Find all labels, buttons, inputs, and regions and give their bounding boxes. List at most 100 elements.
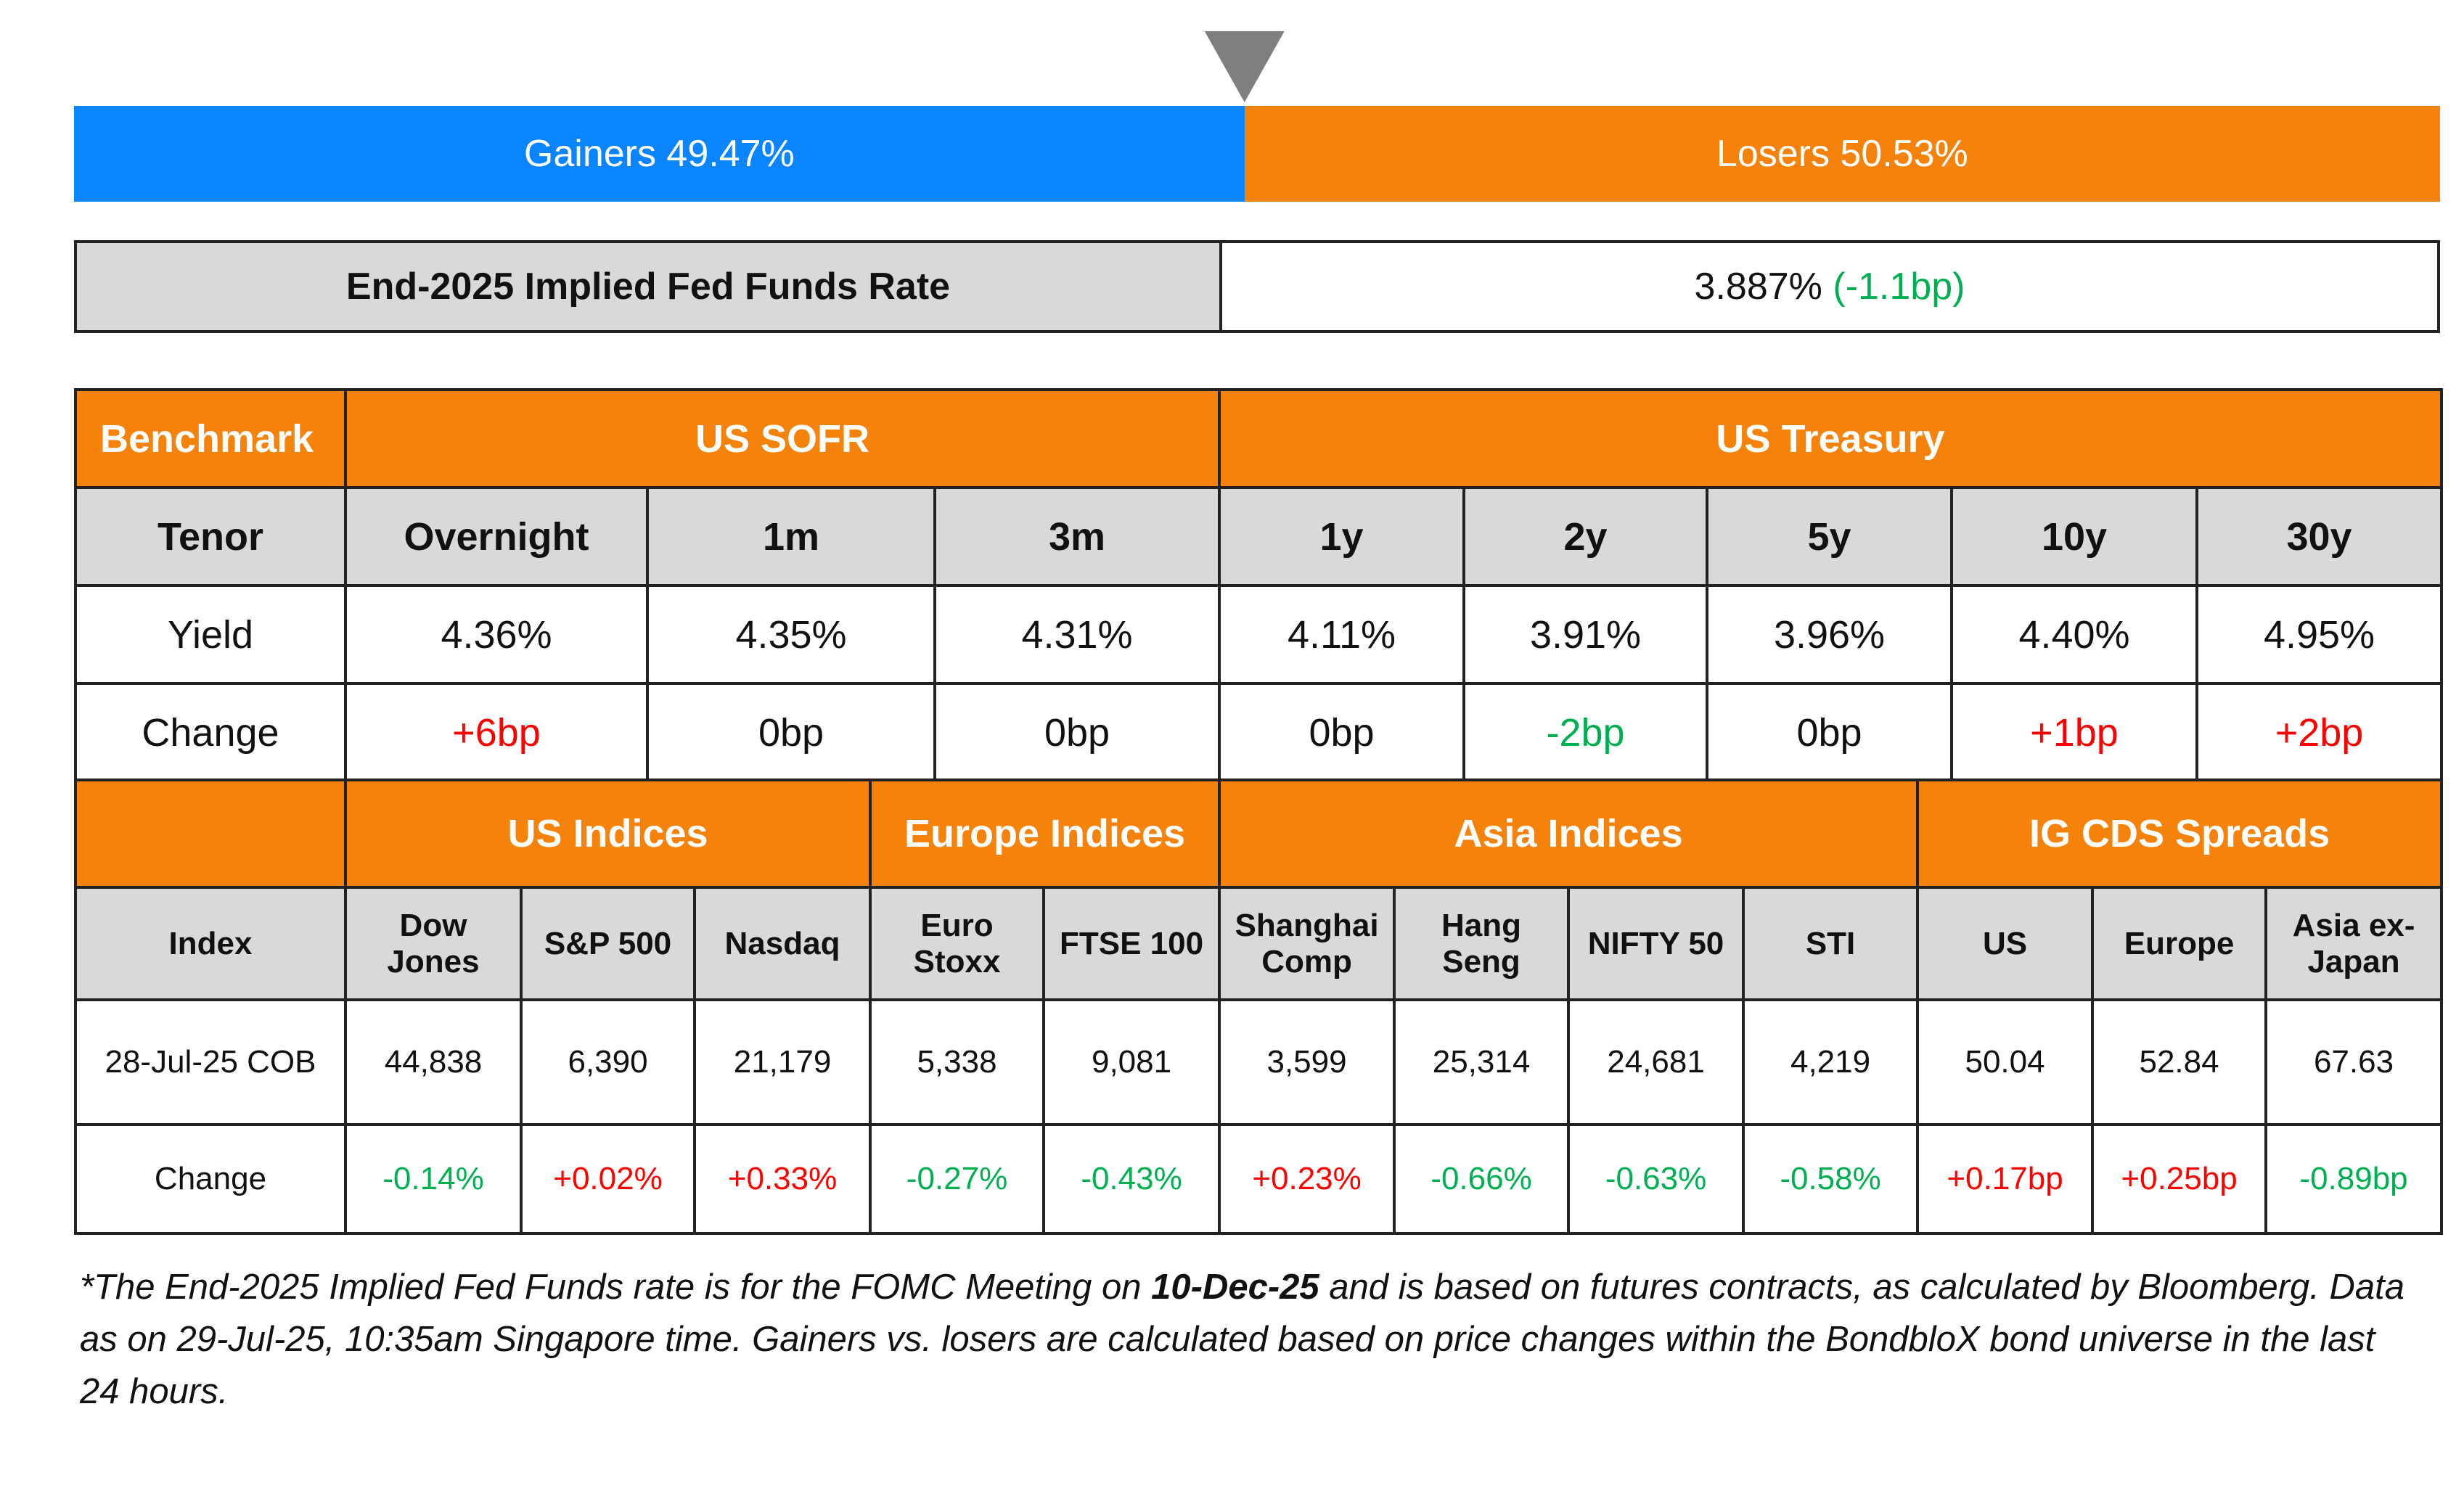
- table-cell: US SOFR: [344, 388, 1221, 489]
- table-cell: -2bp: [1462, 682, 1708, 783]
- table-cell: 52.84: [2091, 998, 2268, 1126]
- table-row: 28-Jul-25 COB 44,838 6,390 21,179 5,338 9,081…: [74, 998, 2444, 1126]
- table-cell: 44,838: [344, 998, 523, 1126]
- table-cell: 3.96%: [1706, 584, 1953, 685]
- table-cell: 1y: [1218, 486, 1465, 587]
- table-cell: 0bp: [1218, 682, 1465, 783]
- table-cell: +2bp: [2195, 682, 2444, 783]
- table-cell: FTSE 100: [1042, 886, 1221, 1001]
- table-cell: -0.14%: [344, 1123, 523, 1235]
- table-cell: 30y: [2195, 486, 2444, 587]
- footnote: *The End-2025 Implied Fed Funds rate is …: [80, 1261, 2417, 1418]
- fed-funds-label: End-2025 Implied Fed Funds Rate: [77, 243, 1222, 330]
- table-cell: 4.36%: [344, 584, 649, 685]
- table-cell: Asia ex- Japan: [2264, 886, 2444, 1001]
- table-cell: 3,599: [1218, 998, 1396, 1126]
- table-cell: IG CDS Spreads: [1916, 779, 2444, 889]
- gainers-bar: Gainers 49.47%: [74, 106, 1245, 202]
- table-cell: 0bp: [933, 682, 1221, 783]
- footnote-date: 10-Dec-25: [1151, 1268, 1319, 1307]
- table-cell: Europe: [2091, 886, 2268, 1001]
- table-cell: Change: [74, 1123, 347, 1235]
- table-cell: 24,681: [1567, 998, 1745, 1126]
- table-cell: Europe Indices: [869, 779, 1221, 889]
- table-cell: Nasdaq: [692, 886, 872, 1001]
- indices-table: US Indices Europe Indices Asia Indices IG C…: [74, 779, 2444, 1235]
- table-cell: 5,338: [869, 998, 1046, 1126]
- table-cell: [74, 779, 347, 889]
- fed-funds-rate: 3.887%: [1694, 266, 1822, 308]
- table-cell: Index: [74, 886, 347, 1001]
- table-cell: 1m: [646, 486, 936, 587]
- table-row: Yield 4.36% 4.35% 4.31% 4.11% 3.91% 3.96% 4.40%…: [74, 584, 2444, 685]
- table-cell: +0.25bp: [2091, 1123, 2268, 1235]
- table-cell: NIFTY 50: [1567, 886, 1745, 1001]
- table-cell: -0.66%: [1393, 1123, 1571, 1235]
- table-cell: -0.89bp: [2264, 1123, 2444, 1235]
- table-cell: +0.02%: [520, 1123, 696, 1235]
- table-cell: 4,219: [1742, 998, 1920, 1126]
- table-row: Index Dow Jones S&P 500 Nasdaq Euro Stoxx FTS…: [74, 886, 2444, 1001]
- table-cell: 9,081: [1042, 998, 1221, 1126]
- table-cell: 50.04: [1916, 998, 2095, 1126]
- table-row: Change +6bp 0bp 0bp 0bp -2bp 0bp +1bp +2bp: [74, 682, 2444, 783]
- table-cell: 3.91%: [1462, 584, 1708, 685]
- table-cell: 3m: [933, 486, 1221, 587]
- table-cell: US: [1916, 886, 2095, 1001]
- table-cell: 67.63: [2264, 998, 2444, 1126]
- table-cell: 21,179: [692, 998, 872, 1126]
- table-row: Change -0.14% +0.02% +0.33% -0.27% -0.43% +0.2…: [74, 1123, 2444, 1235]
- table-cell: -0.63%: [1567, 1123, 1745, 1235]
- table-row: Benchmark US SOFR US Treasury: [74, 388, 2444, 489]
- table-cell: 2y: [1462, 486, 1708, 587]
- fed-funds-value: 3.887% (-1.1bp): [1222, 243, 2437, 330]
- table-cell: US Treasury: [1217, 388, 2444, 489]
- table-cell: 4.95%: [2195, 584, 2444, 685]
- table-cell: +6bp: [344, 682, 649, 783]
- table-cell: Euro Stoxx: [869, 886, 1046, 1001]
- table-row: Tenor Overnight 1m 3m 1y 2y 5y 10y 30y: [74, 486, 2444, 587]
- table-cell: 0bp: [646, 682, 936, 783]
- footnote-text: *The End-2025 Implied Fed Funds rate is …: [80, 1268, 1152, 1307]
- table-cell: Asia Indices: [1218, 779, 1920, 889]
- table-cell: -0.58%: [1742, 1123, 1920, 1235]
- table-cell: Hang Seng: [1393, 886, 1571, 1001]
- table-cell: 10y: [1950, 486, 2198, 587]
- table-cell: -0.27%: [869, 1123, 1046, 1235]
- table-cell: 6,390: [520, 998, 696, 1126]
- table-cell: 25,314: [1393, 998, 1571, 1126]
- table-cell: 4.11%: [1218, 584, 1465, 685]
- table-cell: 4.40%: [1950, 584, 2198, 685]
- footnote-text: and is based on futures contracts, as ca…: [80, 1268, 2405, 1411]
- table-cell: Yield: [74, 584, 347, 685]
- table-cell: Change: [74, 682, 347, 783]
- losers-bar: Losers 50.53%: [1244, 106, 2440, 202]
- pointer-layer: [1204, 31, 1285, 102]
- table-cell: Dow Jones: [344, 886, 523, 1001]
- table-cell: STI: [1742, 886, 1920, 1001]
- table-cell: 4.35%: [646, 584, 936, 685]
- losers-label: Losers 50.53%: [1716, 133, 1968, 175]
- table-cell: +0.33%: [692, 1123, 872, 1235]
- table-cell: +1bp: [1950, 682, 2198, 783]
- fed-funds-row: End-2025 Implied Fed Funds Rate 3.887% (…: [74, 240, 2440, 333]
- table-cell: Benchmark: [74, 388, 347, 489]
- gainers-label: Gainers 49.47%: [523, 133, 795, 175]
- table-cell: 4.31%: [933, 584, 1221, 685]
- table-cell: Overnight: [344, 486, 649, 587]
- table-cell: US Indices: [343, 779, 872, 889]
- table-cell: 28-Jul-25 COB: [74, 998, 347, 1126]
- table-cell: 5y: [1706, 486, 1953, 587]
- rates-table: Benchmark US SOFR US Treasury Tenor Overnigh…: [74, 388, 2444, 783]
- table-cell: +0.17bp: [1916, 1123, 2095, 1235]
- table-cell: 0bp: [1706, 682, 1953, 783]
- table-cell: Tenor: [74, 486, 347, 587]
- fed-funds-change: (-1.1bp): [1833, 266, 1965, 308]
- table-cell: S&P 500: [520, 886, 696, 1001]
- table-row: US Indices Europe Indices Asia Indices IG C…: [74, 779, 2444, 889]
- table-cell: +0.23%: [1218, 1123, 1396, 1235]
- split-marker: [1204, 31, 1285, 102]
- table-cell: Shanghai Comp: [1218, 886, 1396, 1001]
- table-cell: -0.43%: [1042, 1123, 1221, 1235]
